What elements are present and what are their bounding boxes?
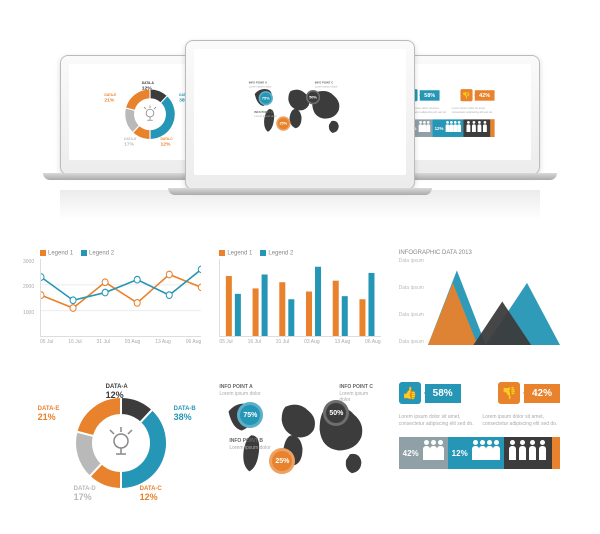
laptop-center: 75%25%50% INFO POINT ALorem ipsum dolorI…	[185, 40, 415, 190]
dislike-value: 42%	[524, 384, 560, 403]
like-box: 👍 58%	[399, 380, 461, 406]
infographics-row: DATA-A12%DATA-B38%DATA-C12%DATA-D17%DATA…	[40, 380, 560, 515]
people-bar: 42%12%	[405, 119, 494, 137]
dislike-box: 👎 42%	[498, 380, 560, 406]
area-chart-plot	[428, 258, 560, 345]
area-chart: INFOGRAPHIC DATA 2013 Data ipsumData ips…	[399, 250, 560, 345]
world-map: 75%25%50% INFO POINT ALorem ipsum dolorI…	[249, 79, 351, 145]
world-panel: 75%25%50% INFO POINT ALorem ipsum dolorI…	[249, 79, 351, 145]
line-chart: Legend 1 Legend 2 3000 2000 1000 05 Jul1…	[40, 250, 201, 345]
bar-chart: Legend 1 Legend 2 05 Jul16 Jul31 Jul03 A…	[219, 250, 380, 345]
laptop-center-content: 75%25%50% INFO POINT ALorem ipsum dolorI…	[249, 79, 351, 145]
donut-chart: DATA-A12%DATA-B38%DATA-C12%DATA-D17%DATA…	[120, 84, 181, 145]
social-panel: 👍 58% 👎 42% Lorem ipsum dolor sit amet, …	[405, 88, 494, 137]
dislike-box: 👎 42%	[460, 88, 494, 102]
donut-panel: DATA-A12%DATA-B38%DATA-C12%DATA-D17%DATA…	[40, 380, 201, 515]
thumbs-down-icon: 👎	[460, 89, 472, 101]
world-map: 75%25%50% INFO POINT ALorem ipsum dolorI…	[219, 380, 380, 500]
line-chart-legend: Legend 1 Legend 2	[40, 250, 201, 257]
bar-chart-legend: Legend 1 Legend 2	[219, 250, 380, 257]
laptop-right-content: 👍 58% 👎 42% Lorem ipsum dolor sit amet, …	[405, 88, 494, 137]
like-value: 58%	[425, 384, 461, 403]
area-chart-title: INFOGRAPHIC DATA 2013	[399, 250, 560, 256]
social-panel: 👍 58% 👎 42% Lorem ipsum dolor sit amet, …	[399, 380, 560, 515]
charts-row: Legend 1 Legend 2 3000 2000 1000 05 Jul1…	[40, 250, 560, 345]
donut-chart: DATA-A12%DATA-B38%DATA-C12%DATA-D17%DATA…	[66, 388, 176, 498]
people-bar: 42%12%	[399, 437, 560, 469]
dislike-value: 42%	[475, 89, 495, 99]
world-panel: 75%25%50% INFO POINT ALorem ipsum dolorI…	[219, 380, 380, 515]
laptop-left-content: DATA-A12%DATA-B38%DATA-C12%DATA-D17%DATA…	[120, 80, 181, 145]
line-chart-plot: 3000 2000 1000	[40, 259, 201, 337]
like-value: 58%	[420, 89, 440, 99]
thumbs-up-icon: 👍	[399, 382, 421, 404]
donut-panel: DATA-A12%DATA-B38%DATA-C12%DATA-D17%DATA…	[120, 84, 181, 145]
like-text: Lorem ipsum dolor sit amet, consectetur …	[399, 414, 477, 427]
dislike-text: Lorem ipsum dolor sit amet, consectetur …	[482, 414, 560, 427]
bar-chart-plot	[219, 259, 380, 337]
dislike-text: Lorem ipsum dolor sit amet, consectetur …	[452, 106, 495, 113]
thumbs-down-icon: 👎	[498, 382, 520, 404]
